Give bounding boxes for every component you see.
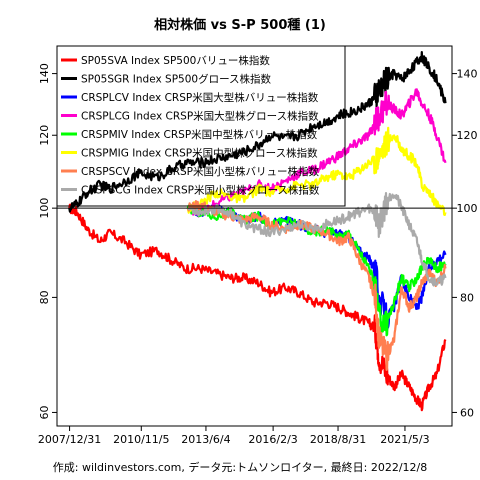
series-line-4	[187, 88, 447, 218]
series-line-2	[68, 51, 447, 213]
y-tick-label-right: 60	[460, 406, 474, 419]
series-line-8	[187, 192, 447, 287]
x-tick-label: 2016/2/3	[248, 433, 297, 446]
y-tick-label-right: 120	[457, 129, 478, 142]
legend-label-6: CRSPMIG Index CRSP米国中型株グロース株指数	[81, 147, 318, 160]
x-tick-label: 2021/5/3	[380, 433, 429, 446]
y-tick-label-left: 120	[38, 125, 51, 146]
legend-label-4: CRSPLCG Index CRSP米国大型株グロース株指数	[81, 110, 319, 123]
y-tick-label-right: 80	[460, 291, 474, 304]
y-tick-label-right: 140	[457, 68, 478, 81]
legend-label-7: CRSPSCV Index CRSP米国小型株バリュー株指数	[81, 165, 320, 178]
series-line-1	[68, 203, 447, 412]
legend-label-8: CRSPSCG Index CRSP米国小型株グロース株指数	[81, 184, 320, 197]
source-caption: 作成: wildinvestors.com, データ元:トムソンロイター, 最終…	[53, 460, 427, 474]
y-tick-label-left: 60	[38, 405, 51, 419]
series-line-7	[186, 200, 447, 371]
legend-box	[56, 45, 346, 207]
x-tick-label: 2013/6/4	[181, 433, 230, 446]
legend-label-5: CRSPMIV Index CRSP米国中型株バリュー株指数	[81, 128, 318, 141]
x-tick-label: 2018/8/31	[310, 433, 366, 446]
series-line-6	[186, 126, 447, 216]
y-tick-label-left: 140	[38, 63, 51, 84]
axes-layer: 60 60 80 80 100 100 120 120 140 140 2007/12/31 2010…	[38, 63, 478, 446]
series-layer	[68, 51, 447, 412]
x-tick-label: 2007/12/31	[38, 433, 101, 446]
legend-label-2: SP05SGR Index SP500グロース株指数	[81, 73, 272, 86]
y-tick-label-right: 100	[457, 202, 478, 215]
y-tick-label-left: 80	[38, 290, 51, 304]
legend-label-1: SP05SVA Index SP500バリュー株指数	[81, 54, 270, 67]
legend-label-3: CRSPLCV Index CRSP米国大型株バリュー株指数	[81, 91, 319, 104]
x-tick-label: 2010/11/5	[113, 433, 169, 446]
legend: SP05SVA Index SP500バリュー株指数 SP05SGR Index …	[56, 45, 346, 207]
y-tick-label-left: 100	[38, 198, 51, 219]
chart-title: 相対株価 vs S-P 500種 (1)	[154, 17, 326, 33]
